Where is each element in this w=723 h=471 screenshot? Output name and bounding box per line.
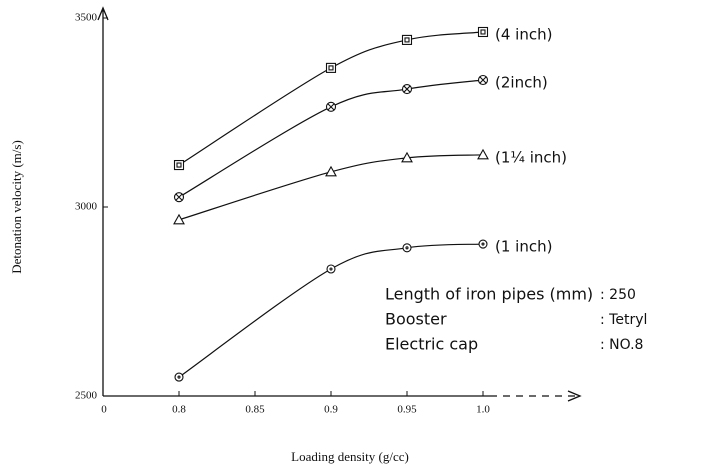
y-axis-label: Detonation velocity (m/s)	[9, 140, 24, 274]
x-tick-label: 0.8	[172, 404, 186, 416]
annotation-label: Booster	[385, 310, 447, 329]
series-line	[178, 243, 484, 378]
y-axis	[97, 6, 109, 396]
series-label: (4 inch)	[495, 25, 552, 43]
x-tick-label: 0.9	[324, 404, 338, 416]
series-line	[178, 31, 484, 166]
annotation-value: : Tetryl	[600, 312, 647, 328]
marker	[402, 243, 412, 253]
y-tick-label: 3500	[75, 12, 98, 24]
x-tick-label: 0.85	[245, 404, 265, 416]
annotation-value: : 250	[600, 287, 636, 303]
x-axis-arrow	[567, 390, 582, 402]
marker	[173, 159, 185, 171]
x-tick-label: 1.0	[476, 404, 490, 416]
origin-label: 0	[101, 404, 107, 416]
marker	[325, 101, 337, 112]
annotation-label: Electric cap	[385, 335, 478, 354]
marker	[477, 26, 489, 38]
annotation-label: Length of iron pipes (mm)	[385, 285, 593, 304]
marker	[477, 148, 489, 160]
marker	[325, 165, 337, 177]
y-tick-label: 3000	[75, 201, 98, 213]
series-line	[178, 79, 484, 198]
marker	[401, 84, 413, 95]
marker	[326, 264, 336, 274]
marker	[401, 151, 413, 163]
series-line	[178, 154, 484, 221]
series-label: (2inch)	[495, 73, 548, 91]
y-tick-label: 2500	[75, 390, 98, 402]
marker	[325, 62, 337, 73]
marker	[477, 74, 489, 86]
marker	[173, 213, 185, 225]
series-label: (1¼ inch)	[495, 148, 567, 166]
x-axis-label: Loading density (g/cc)	[291, 449, 409, 464]
marker	[401, 34, 413, 45]
series-label: (1 inch)	[495, 238, 552, 256]
marker	[478, 239, 488, 249]
marker	[174, 372, 184, 382]
marker	[173, 192, 185, 203]
x-tick-label: 0.95	[397, 404, 417, 416]
annotation-value: : NO.8	[600, 337, 643, 353]
